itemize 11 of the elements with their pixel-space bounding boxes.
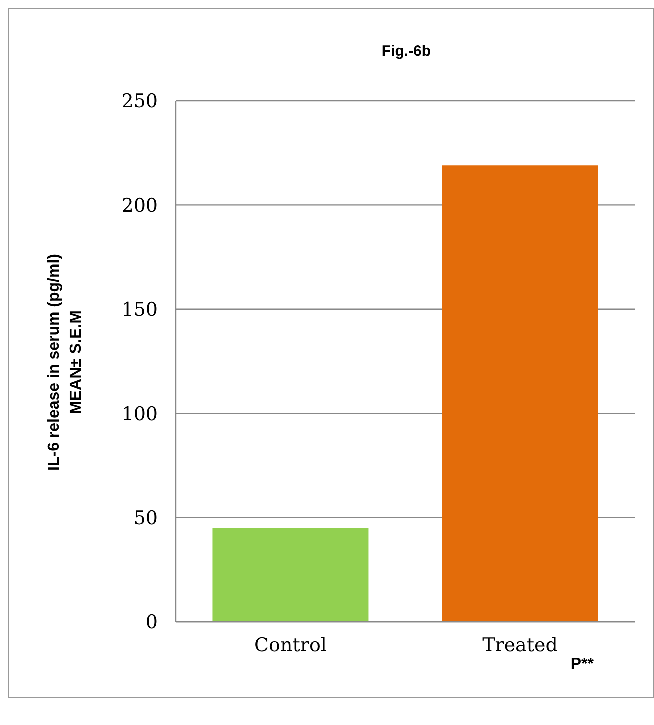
y-tick-label: 50 [134, 508, 158, 530]
chart-title: Fig.-6b [380, 43, 432, 60]
y-tick-label: 0 [146, 612, 158, 634]
y-axis-title: IL-6 release in serum (pg/ml) MEAN± S.E.M [46, 254, 85, 471]
y-tick-label: 250 [122, 90, 158, 113]
text: P** [570, 656, 595, 673]
x-tick-label: Treated [482, 634, 558, 656]
x-tick-label: Control [254, 634, 327, 656]
y-tick-label: 100 [122, 403, 158, 426]
y-tick-label: 150 [122, 299, 158, 322]
y-tick-label: 200 [122, 194, 158, 217]
